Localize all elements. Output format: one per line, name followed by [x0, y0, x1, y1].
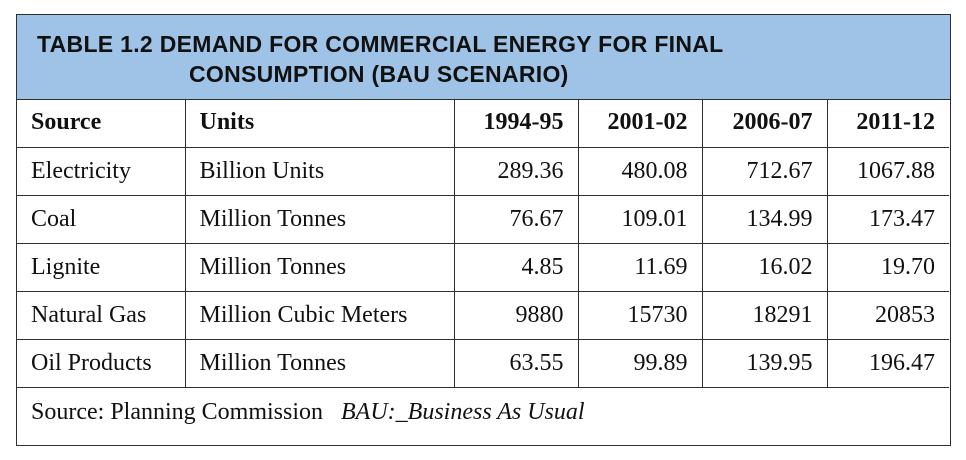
row-units: Million Tonnes [184, 242, 455, 292]
table-title-line-2: CONSUMPTION (BAU SCENARIO) [189, 61, 569, 87]
header-1994-95: 1994-95 [453, 99, 579, 148]
row-source: Coal [17, 194, 186, 244]
table-row: Oil Products Million Tonnes 63.55 99.89 … [17, 338, 949, 388]
row-value: 139.95 [701, 338, 828, 388]
row-value: 134.99 [701, 194, 828, 244]
row-units: Million Tonnes [184, 194, 455, 244]
source-note-row: Source: Planning Commission BAU:_Busines… [17, 386, 949, 437]
header-2011-12: 2011-12 [826, 99, 949, 148]
row-source: Electricity [17, 146, 186, 196]
table-frame: TABLE 1.2 DEMAND FOR COMMERCIAL ENERGY F… [16, 14, 951, 446]
table-row: Coal Million Tonnes 76.67 109.01 134.99 … [17, 194, 949, 244]
row-source: Oil Products [17, 338, 186, 388]
row-value: 76.67 [453, 194, 579, 244]
row-value: 15730 [577, 290, 703, 340]
row-value: 4.85 [453, 242, 579, 292]
row-value: 9880 [453, 290, 579, 340]
table-row: Lignite Million Tonnes 4.85 11.69 16.02 … [17, 242, 949, 292]
row-value: 11.69 [577, 242, 703, 292]
row-value: 173.47 [826, 194, 949, 244]
energy-demand-table: Source Units 1994-95 2001-02 2006-07 201… [17, 99, 949, 437]
table-title-line-1: TABLE 1.2 DEMAND FOR COMMERCIAL ENERGY F… [37, 31, 724, 57]
bau-note: BAU:_Business As Usual [341, 398, 585, 425]
row-value: 289.36 [453, 146, 579, 196]
row-value: 109.01 [577, 194, 703, 244]
row-value: 16.02 [701, 242, 828, 292]
row-source: Lignite [17, 242, 186, 292]
table-title-band: TABLE 1.2 DEMAND FOR COMMERCIAL ENERGY F… [17, 15, 950, 100]
header-units: Units [184, 99, 455, 148]
row-value: 1067.88 [826, 146, 949, 196]
source-note-cell: Source: Planning Commission BAU:_Busines… [17, 386, 949, 437]
row-value: 712.67 [701, 146, 828, 196]
header-source: Source [17, 99, 186, 148]
table-row: Natural Gas Million Cubic Meters 9880 15… [17, 290, 949, 340]
row-units: Million Cubic Meters [184, 290, 455, 340]
row-value: 99.89 [577, 338, 703, 388]
header-row: Source Units 1994-95 2001-02 2006-07 201… [17, 99, 949, 148]
row-value: 19.70 [826, 242, 949, 292]
header-2006-07: 2006-07 [701, 99, 828, 148]
row-value: 18291 [701, 290, 828, 340]
row-value: 196.47 [826, 338, 949, 388]
row-units: Billion Units [184, 146, 455, 196]
row-units: Million Tonnes [184, 338, 455, 388]
row-value: 480.08 [577, 146, 703, 196]
row-source: Natural Gas [17, 290, 186, 340]
table-row: Electricity Billion Units 289.36 480.08 … [17, 146, 949, 196]
source-text: Source: Planning Commission [31, 398, 324, 425]
row-value: 63.55 [453, 338, 579, 388]
row-value: 20853 [826, 290, 949, 340]
header-2001-02: 2001-02 [577, 99, 703, 148]
